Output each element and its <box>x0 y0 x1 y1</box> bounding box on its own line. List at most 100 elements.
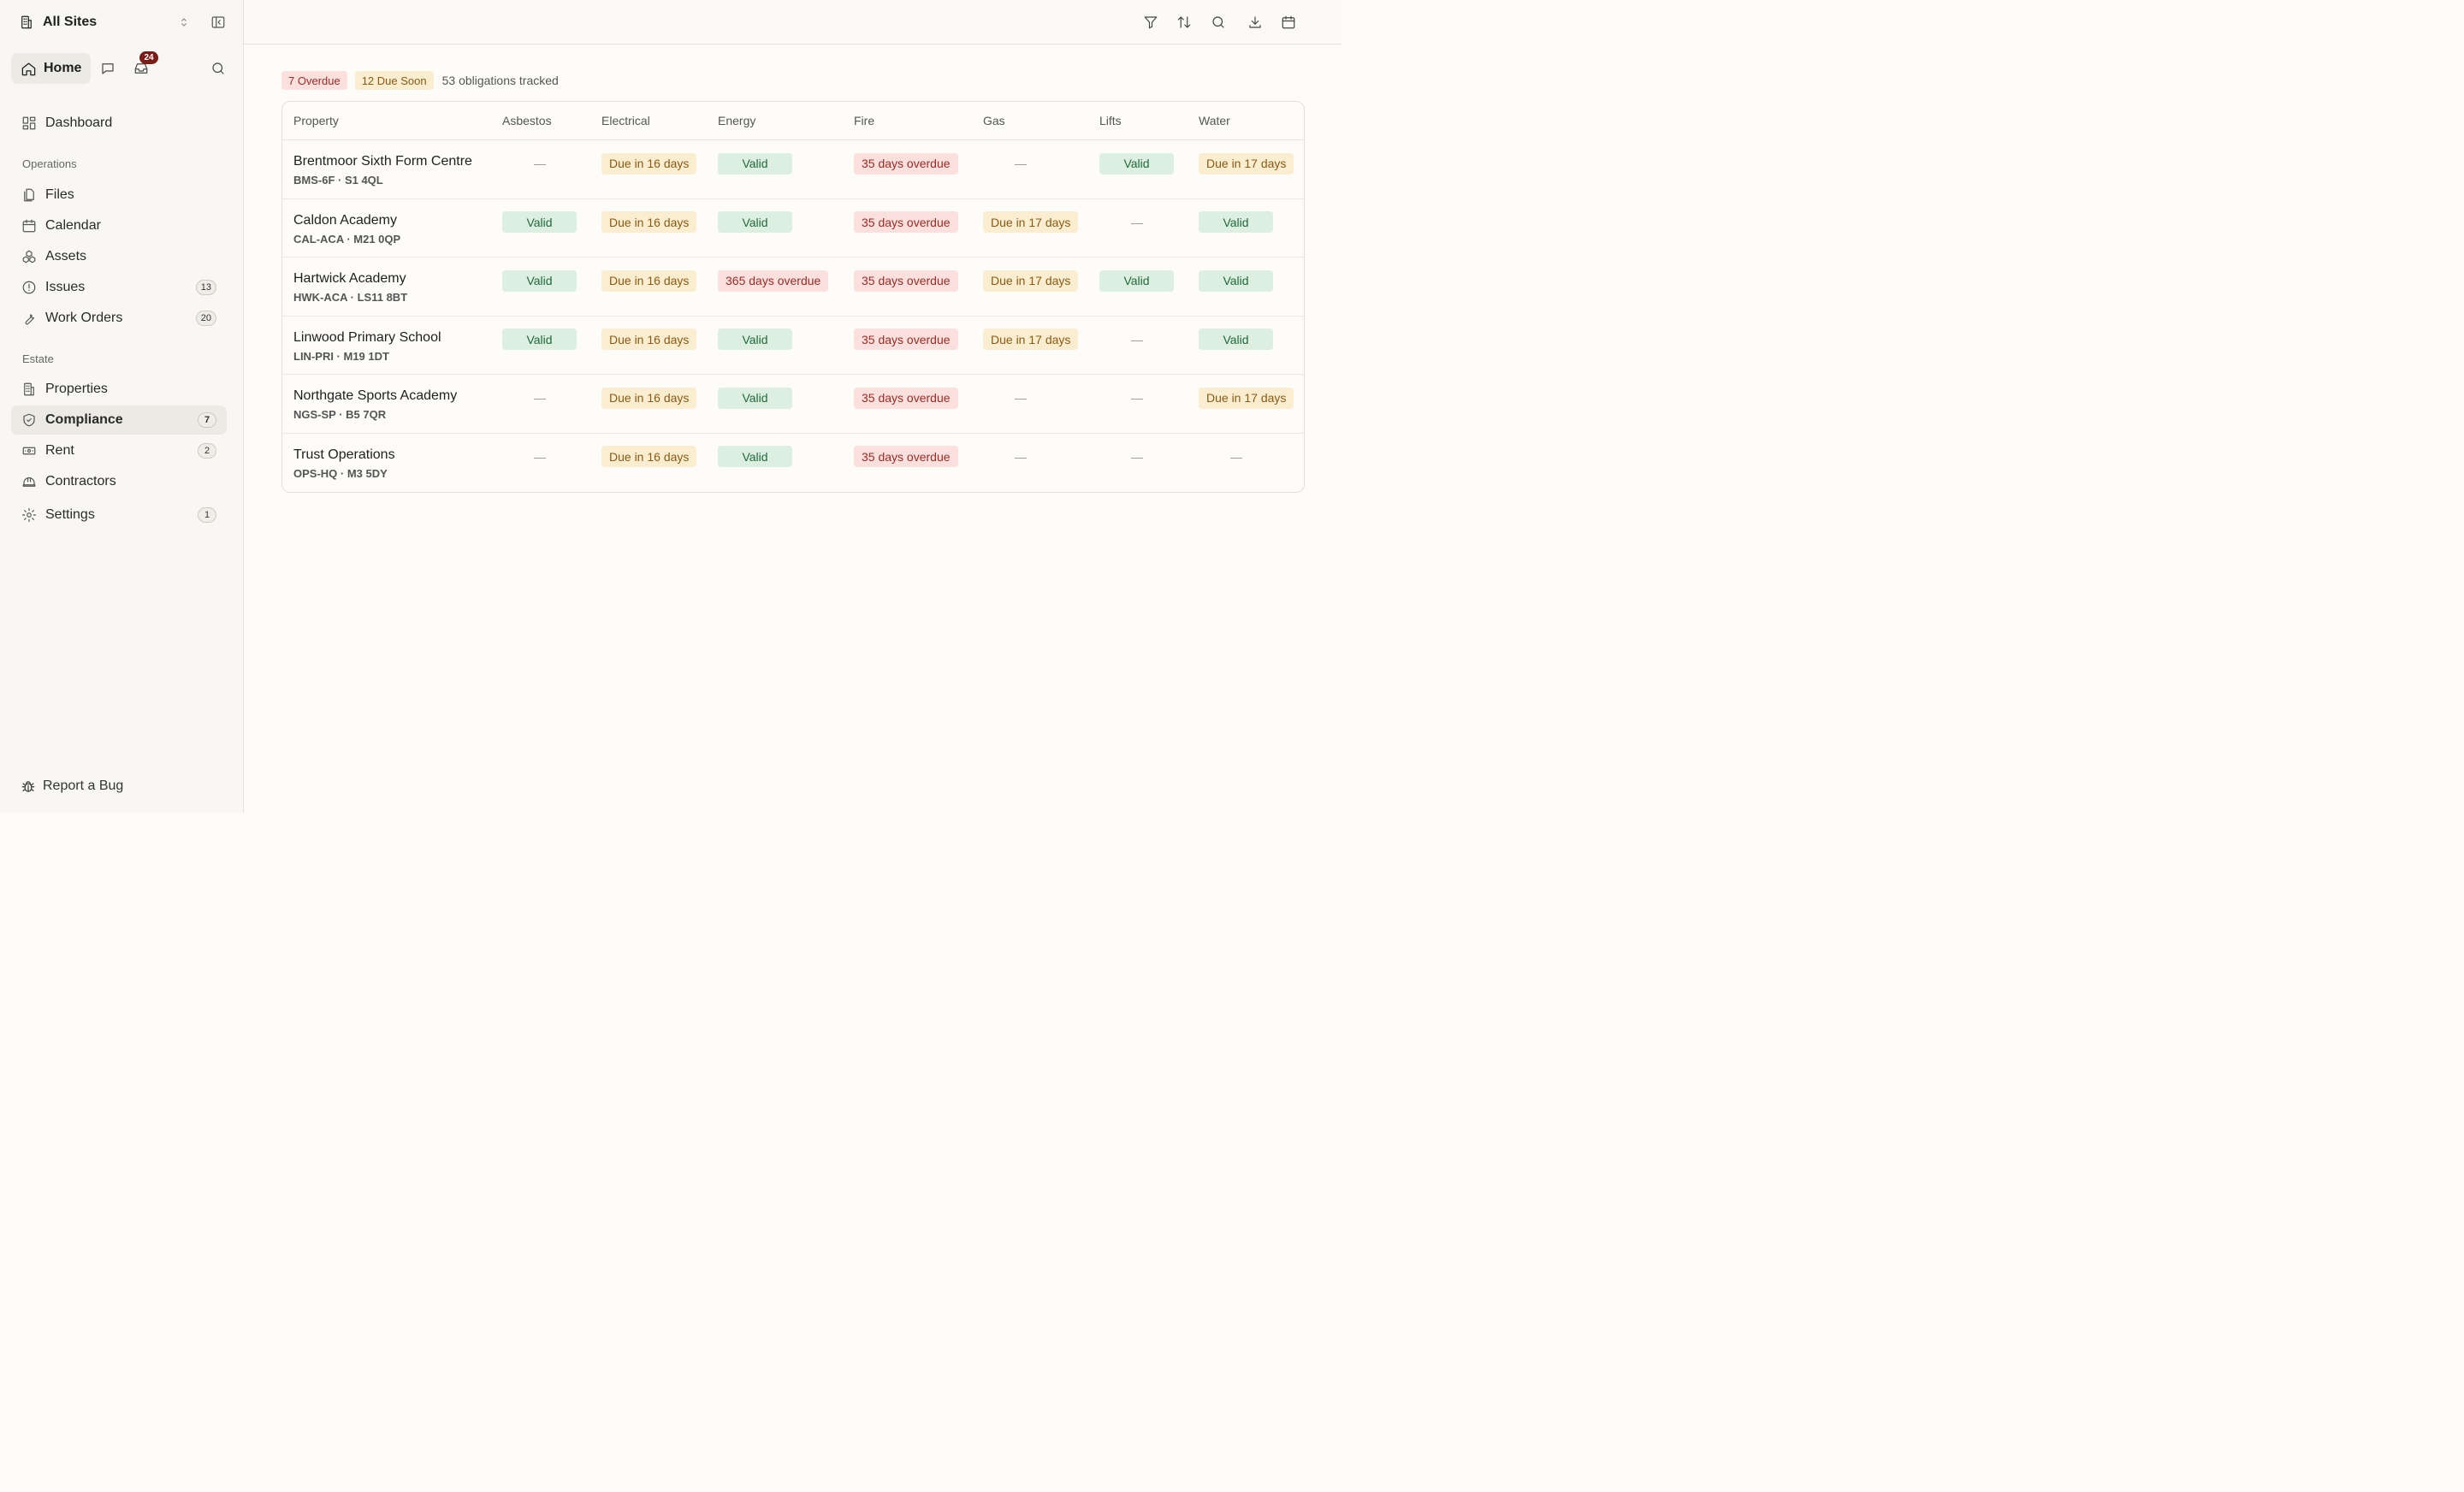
status-cell: Due in 16 days <box>601 211 697 234</box>
overdue-chip[interactable]: 7 Overdue <box>281 71 347 90</box>
sidebar-item-label: Calendar <box>45 218 101 233</box>
status-badge-due[interactable]: Due in 16 days <box>601 329 697 350</box>
report-bug-button[interactable]: Report a Bug <box>11 772 133 801</box>
table-row[interactable]: Caldon Academy CAL-ACA · M21 0QP Valid Due … <box>282 199 1304 258</box>
status-cell: Valid <box>1199 269 1273 292</box>
sidebar-item-dashboard[interactable]: Dashboard <box>11 109 227 138</box>
property-name[interactable]: Caldon Academy <box>293 212 397 228</box>
status-cell: 35 days overdue <box>854 269 958 292</box>
status-badge-valid[interactable]: Valid <box>1099 152 1174 175</box>
sidebar-item-assets[interactable]: Assets <box>11 242 227 271</box>
status-badge-over[interactable]: 35 days overdue <box>854 446 958 467</box>
sidebar-item-files[interactable]: Files <box>11 181 227 210</box>
search-icon[interactable] <box>205 56 231 81</box>
table-row[interactable]: Northgate Sports Academy NGS-SP · B5 7QR —… <box>282 375 1304 434</box>
search-icon[interactable] <box>1207 11 1229 33</box>
status-badge-valid[interactable]: Valid <box>1199 269 1273 292</box>
property-name[interactable]: Trust Operations <box>293 447 395 462</box>
status-cell: 35 days overdue <box>854 329 958 351</box>
files-icon <box>21 187 37 203</box>
status-badge-due[interactable]: Due in 16 days <box>601 387 697 409</box>
table-row[interactable]: Brentmoor Sixth Form Centre BMS-6F · S1 4… <box>282 140 1304 199</box>
wrench-icon <box>21 311 37 326</box>
status-badge-over[interactable]: 35 days overdue <box>854 211 958 233</box>
sidebar-item-contractors[interactable]: Contractors <box>11 467 227 496</box>
property-name[interactable]: Northgate Sports Academy <box>293 388 458 403</box>
calendar-icon[interactable] <box>1277 11 1300 33</box>
column-header-lifts[interactable]: Lifts <box>1099 114 1122 127</box>
status-badge-due[interactable]: Due in 17 days <box>983 329 1079 350</box>
report-bug-label: Report a Bug <box>43 779 124 793</box>
status-cell: Due in 17 days <box>1199 152 1294 175</box>
status-badge-valid[interactable]: Valid <box>502 269 577 292</box>
status-badge-valid[interactable]: Valid <box>502 329 577 350</box>
settings-count-badge: 1 <box>198 507 216 523</box>
status-badge-due[interactable]: Due in 17 days <box>1199 387 1294 409</box>
column-header-energy[interactable]: Energy <box>718 114 756 127</box>
property-name[interactable]: Hartwick Academy <box>293 271 406 286</box>
table-row[interactable]: Trust Operations OPS-HQ · M3 5DY — Due in 1… <box>282 434 1304 493</box>
sidebar-item-settings[interactable]: Settings 1 <box>11 500 227 530</box>
calendar-icon <box>21 218 37 234</box>
table-row[interactable]: Linwood Primary School LIN-PRI · M19 1DT V… <box>282 317 1304 375</box>
status-badge-valid[interactable]: Valid <box>1199 211 1273 233</box>
status-badge-valid[interactable]: Valid <box>1099 269 1174 292</box>
column-header-electrical[interactable]: Electrical <box>601 114 650 127</box>
status-badge-over[interactable]: 35 days overdue <box>854 152 958 175</box>
home-label: Home <box>44 61 82 75</box>
column-header-fire[interactable]: Fire <box>854 114 875 127</box>
table-row[interactable]: Hartwick Academy HWK-ACA · LS11 8BT Valid D… <box>282 258 1304 317</box>
property-code: NGS-SP · B5 7QR <box>293 408 387 421</box>
sidebar-item-properties[interactable]: Properties <box>11 375 227 404</box>
empty-status-dash: — <box>1131 332 1143 346</box>
status-cell: — <box>1131 211 1143 234</box>
empty-status-dash: — <box>1131 215 1143 229</box>
status-cell: Due in 17 days <box>1199 387 1294 409</box>
status-badge-due[interactable]: Due in 16 days <box>601 269 697 292</box>
sidebar-item-calendar[interactable]: Calendar <box>11 211 227 240</box>
status-badge-valid[interactable]: Valid <box>718 329 792 350</box>
status-badge-over[interactable]: 35 days overdue <box>854 269 958 292</box>
status-cell: Valid <box>1099 269 1174 292</box>
status-badge-over[interactable]: 35 days overdue <box>854 387 958 409</box>
sidebar-item-label: Rent <box>45 443 74 458</box>
collapse-sidebar-icon[interactable] <box>207 12 229 33</box>
filter-icon[interactable] <box>1140 11 1162 33</box>
chat-icon[interactable] <box>95 56 121 81</box>
site-switcher[interactable]: All Sites <box>10 8 198 37</box>
sidebar-item-rent[interactable]: Rent 2 <box>11 436 227 465</box>
status-badge-valid[interactable]: Valid <box>718 152 792 175</box>
status-badge-valid[interactable]: Valid <box>718 446 792 467</box>
dashboard-icon <box>21 115 37 131</box>
status-badge-valid[interactable]: Valid <box>1199 329 1273 350</box>
status-badge-valid[interactable]: Valid <box>718 211 792 233</box>
status-badge-due[interactable]: Due in 16 days <box>601 152 697 175</box>
status-badge-due[interactable]: Due in 17 days <box>983 211 1079 233</box>
home-button[interactable]: Home <box>11 53 92 84</box>
status-badge-due[interactable]: Due in 17 days <box>983 269 1079 292</box>
status-cell: Valid <box>718 211 792 234</box>
sidebar-item-issues[interactable]: Issues 13 <box>11 273 227 302</box>
download-icon[interactable] <box>1244 11 1266 33</box>
status-badge-valid[interactable]: Valid <box>502 211 577 233</box>
column-header-gas[interactable]: Gas <box>983 114 1005 127</box>
empty-status-dash: — <box>1131 391 1143 405</box>
status-badge-due[interactable]: Due in 16 days <box>601 211 697 233</box>
column-header-water[interactable]: Water <box>1199 114 1230 127</box>
sidebar-item-label: Work Orders <box>45 311 123 325</box>
status-badge-due[interactable]: Due in 16 days <box>601 446 697 467</box>
sidebar-item-work-orders[interactable]: Work Orders 20 <box>11 304 227 333</box>
column-header-property[interactable]: Property <box>293 114 339 127</box>
status-badge-over[interactable]: 365 days overdue <box>718 269 829 292</box>
due-soon-chip[interactable]: 12 Due Soon <box>354 71 434 90</box>
inbox-icon[interactable] <box>128 56 154 81</box>
status-badge-due[interactable]: Due in 17 days <box>1199 152 1294 175</box>
obligations-tracked: 53 obligations tracked <box>441 74 559 87</box>
sort-icon[interactable] <box>1173 11 1195 33</box>
status-badge-valid[interactable]: Valid <box>718 387 792 409</box>
sidebar-item-compliance[interactable]: Compliance 7 <box>11 406 227 435</box>
column-header-asbestos[interactable]: Asbestos <box>502 114 552 127</box>
property-name[interactable]: Linwood Primary School <box>293 329 441 345</box>
status-badge-over[interactable]: 35 days overdue <box>854 329 958 350</box>
property-name[interactable]: Brentmoor Sixth Form Centre <box>293 154 472 169</box>
